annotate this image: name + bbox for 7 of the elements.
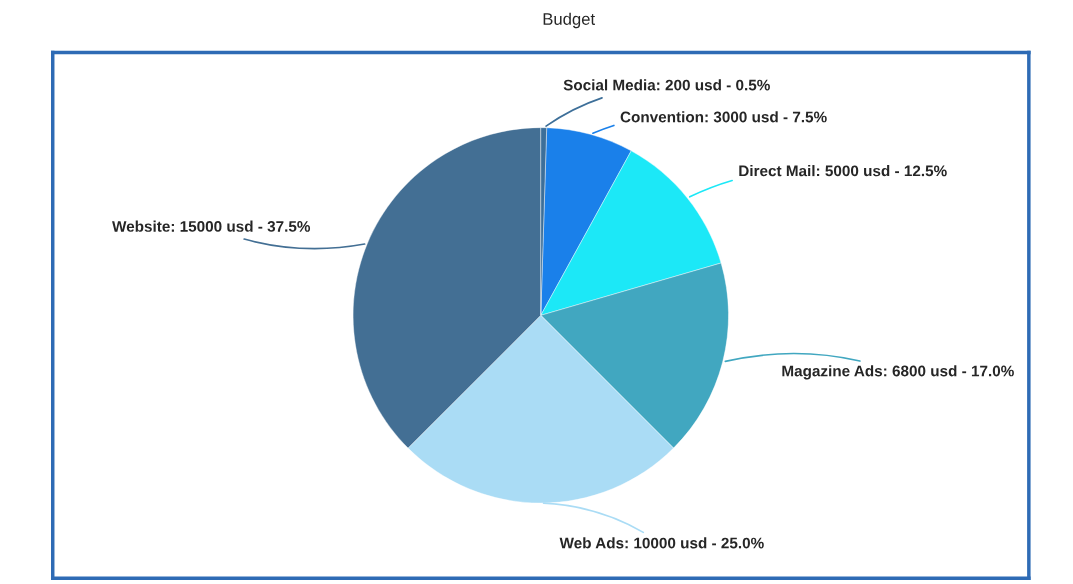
slice-label: Website: 15000 usd - 37.5% <box>112 220 311 232</box>
slice-label: Direct Mail: 5000 usd - 12.5% <box>739 165 947 177</box>
chart-title: Budget <box>543 12 595 29</box>
slice-label: Convention: 3000 usd - 7.5% <box>620 111 827 123</box>
slice-label: Social Media: 200 usd - 0.5% <box>563 79 770 91</box>
slice-label: Web Ads: 10000 usd - 25.0% <box>559 537 764 549</box>
slice-label: Magazine Ads: 6800 usd - 17.0% <box>782 365 1014 380</box>
